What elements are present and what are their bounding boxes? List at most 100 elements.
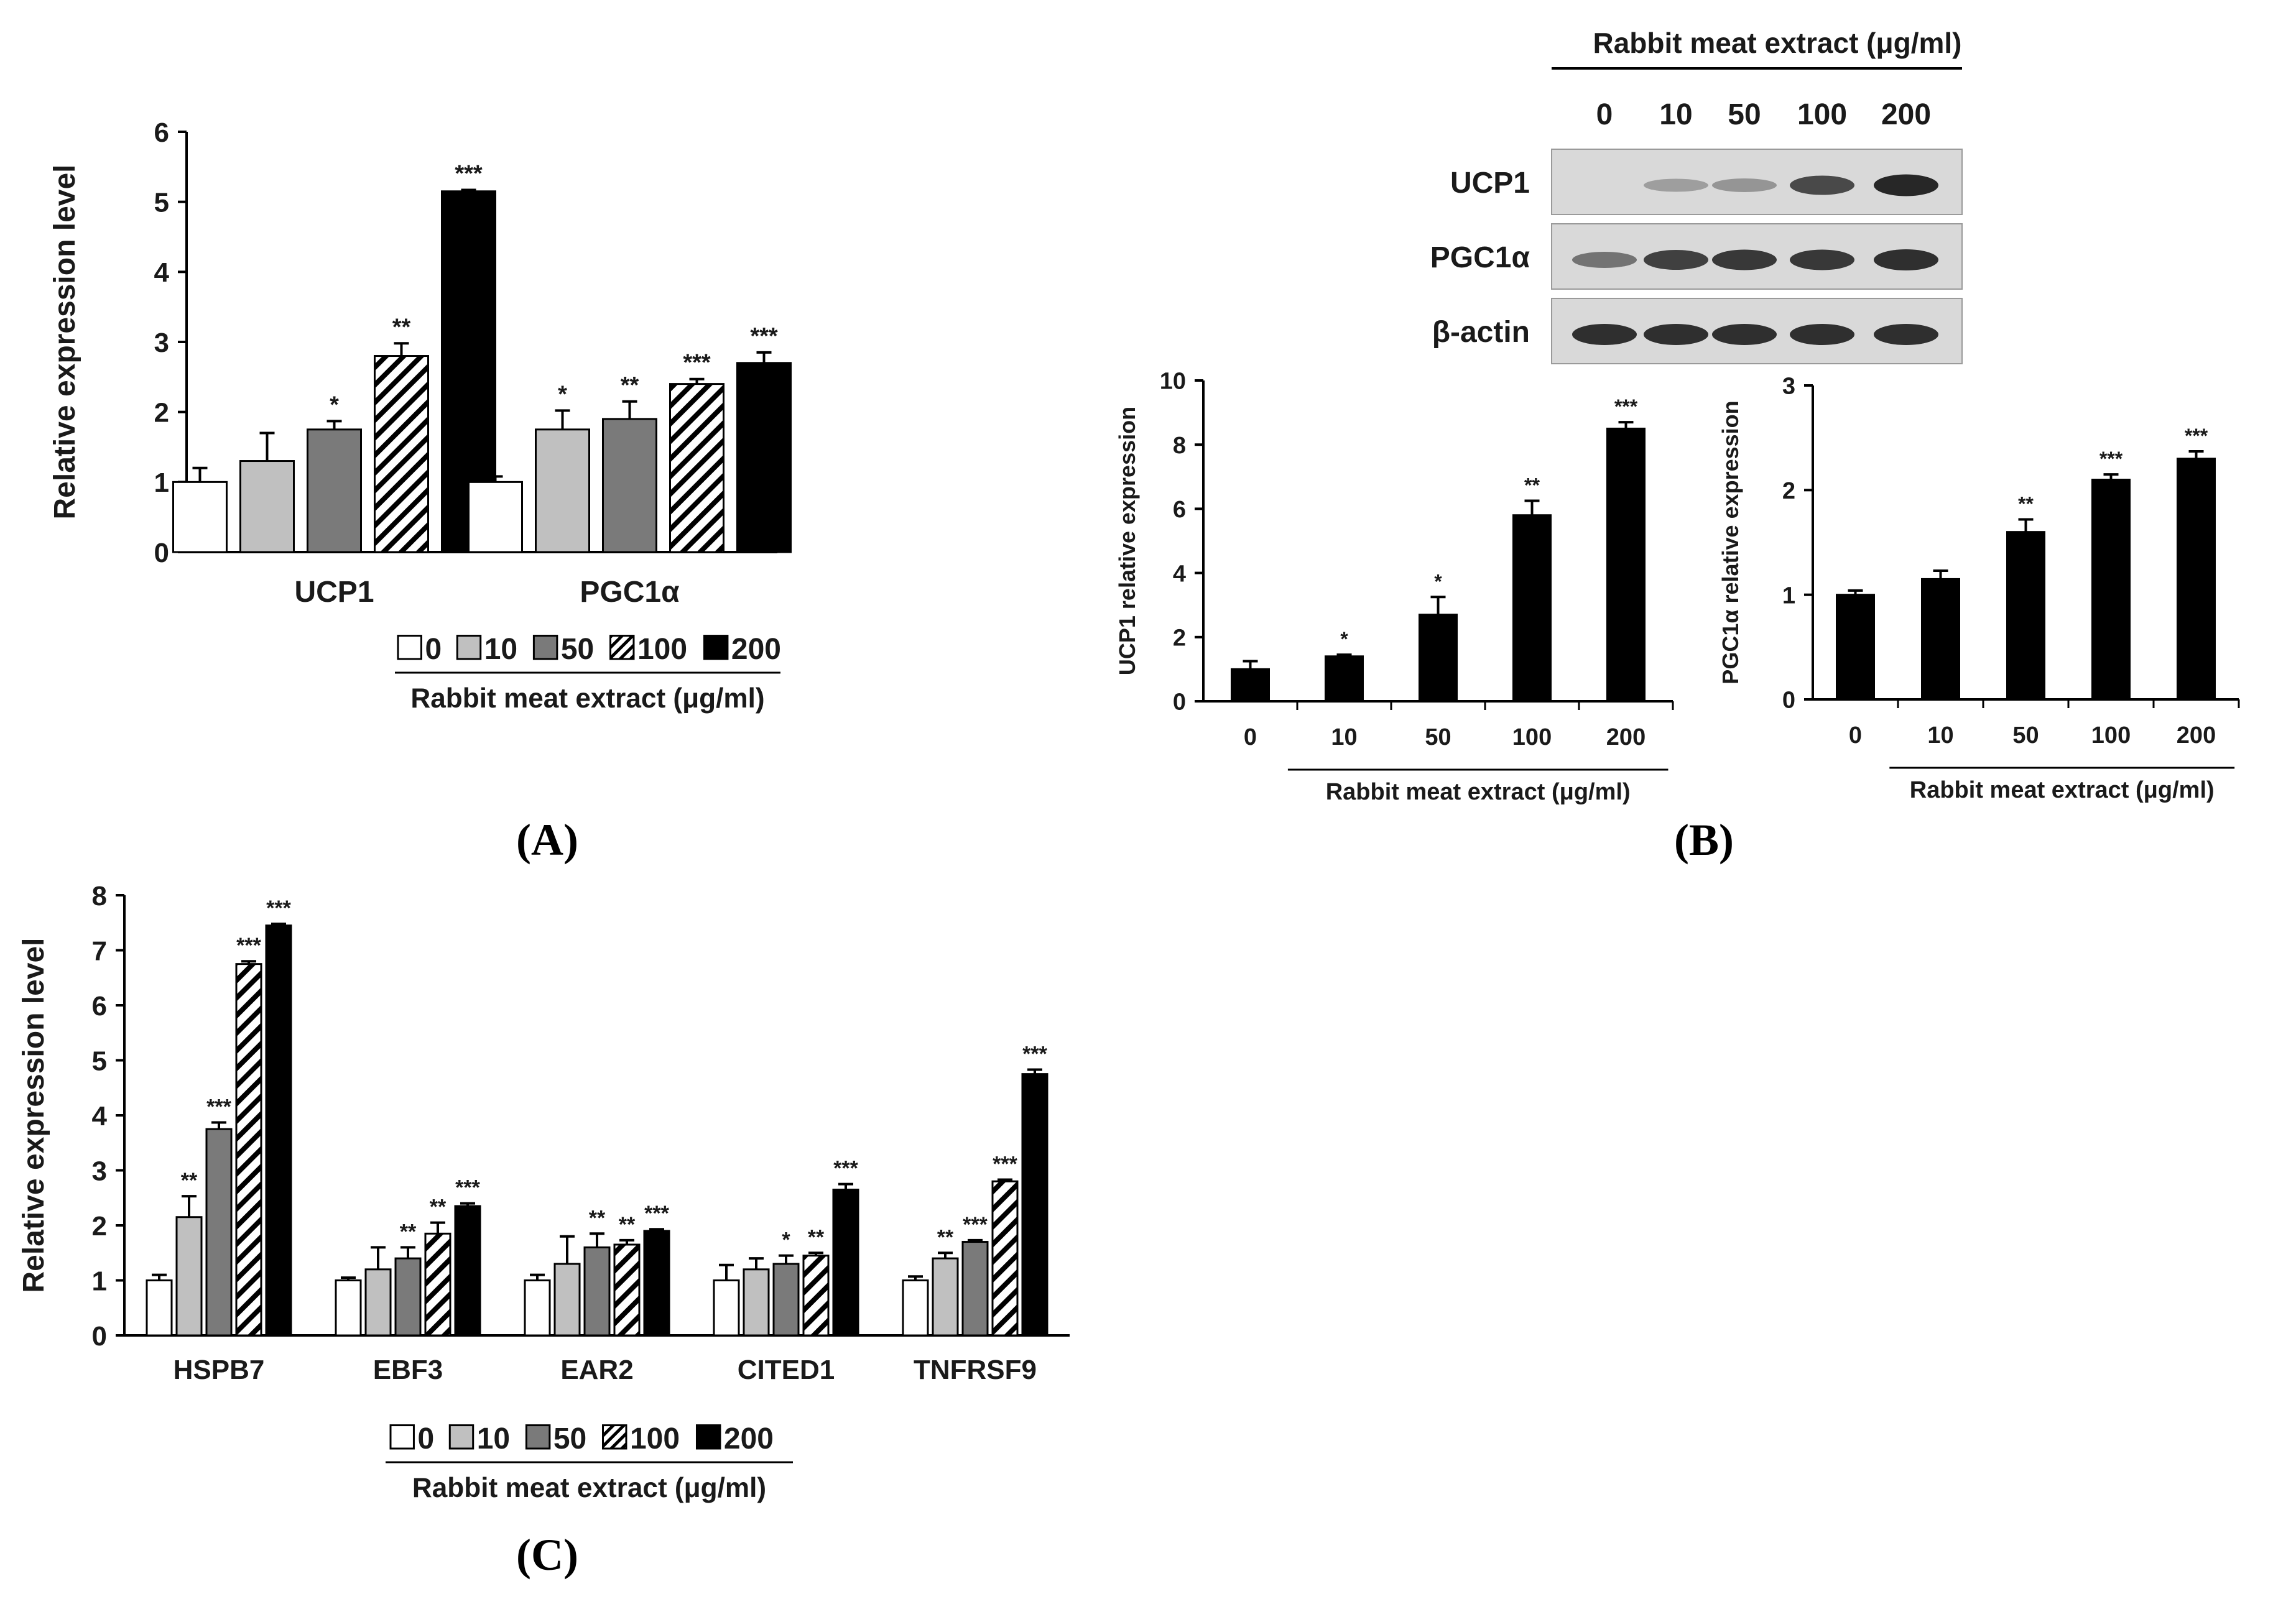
y-tick-label: 5	[154, 188, 169, 218]
significance-mark: **	[400, 1220, 417, 1243]
significance-mark: **	[1524, 474, 1540, 497]
legend-c: 0 10 50 100 200 Rabbit meat extract (μg/ml)	[386, 1422, 793, 1503]
significance-mark: *	[782, 1228, 790, 1252]
legend-swatch-10	[456, 635, 482, 660]
bar	[1921, 578, 1960, 701]
bar	[1231, 668, 1270, 703]
y-tick-label: 4	[92, 1101, 108, 1131]
legend-swatch-200	[703, 635, 729, 660]
blot-row-label: β-actin	[1432, 316, 1530, 349]
y-tick-label: 10	[1160, 369, 1186, 395]
blot-lane-label: 0	[1596, 98, 1613, 131]
y-tick-label: 3	[1782, 374, 1795, 400]
significance-mark: ***	[2099, 448, 2123, 470]
x-category-label: 50	[2012, 722, 2039, 749]
blot-band	[1712, 324, 1777, 345]
bar	[2006, 531, 2045, 701]
x-axis-label: Rabbit meat extract (μg/ml)	[1326, 779, 1631, 805]
bar	[1325, 655, 1364, 703]
blot-band	[1874, 249, 1938, 270]
bar	[1021, 1073, 1048, 1337]
bar	[175, 1216, 203, 1337]
bar	[265, 924, 292, 1337]
bar	[205, 1128, 233, 1337]
panel-label-c: (C)	[516, 1530, 578, 1580]
x-category-label: PGC1α	[580, 576, 680, 609]
significance-mark: **	[937, 1225, 954, 1249]
blot-lane-label: 100	[1797, 98, 1847, 131]
bar	[2177, 458, 2216, 701]
bar	[583, 1246, 611, 1337]
y-tick-label: 0	[154, 538, 169, 568]
x-category-label: 10	[1331, 724, 1357, 750]
y-tick-label: 4	[1173, 561, 1186, 587]
y-tick-label: 5	[92, 1046, 107, 1076]
bar	[1606, 427, 1646, 703]
bar	[454, 1205, 481, 1337]
legend-label-0: 0	[425, 633, 442, 666]
y-tick-label: 8	[1173, 433, 1186, 459]
bar	[307, 428, 362, 553]
legend-label-200: 200	[731, 633, 781, 666]
legend-swatch-200	[695, 1424, 721, 1450]
bar	[468, 481, 523, 553]
legend-swatch-100	[609, 635, 635, 660]
significance-mark: ***	[455, 161, 483, 187]
bar	[335, 1279, 362, 1337]
y-tick-label: 6	[1173, 497, 1186, 523]
bar	[364, 1268, 392, 1337]
blot-band	[1712, 178, 1777, 192]
blot-band	[1790, 175, 1854, 195]
legend-swatch-50	[532, 635, 558, 660]
legend-a: 0 10 50 100 200 Rabbit meat extract (μg/ml)	[395, 633, 781, 714]
significance-mark: ***	[1614, 395, 1638, 418]
legend-label-50: 50	[561, 633, 594, 666]
bar	[669, 383, 724, 553]
bar	[832, 1188, 859, 1337]
blot-band	[1874, 174, 1938, 196]
x-category-label: 0	[1244, 724, 1257, 750]
significance-mark: ***	[644, 1202, 669, 1225]
y-tick-label: 6	[154, 118, 169, 148]
y-tick-label: 7	[92, 936, 107, 966]
legend-label-100: 100	[630, 1422, 680, 1455]
bar	[643, 1230, 670, 1337]
y-axis-label: Relative expression level	[49, 165, 81, 520]
bar	[524, 1279, 551, 1337]
bar	[1512, 514, 1552, 703]
y-axis-label: Relative expression level	[17, 938, 50, 1293]
y-axis-label: PGC1α relative expression	[1718, 400, 1743, 684]
y-axis-label: UCP1 relative expression	[1114, 407, 1140, 675]
significance-mark: ***	[963, 1213, 988, 1237]
legend-swatch-50	[525, 1424, 551, 1450]
significance-mark: **	[619, 1213, 636, 1237]
x-category-label: EAR2	[560, 1355, 633, 1385]
x-category-label: 50	[1425, 724, 1451, 750]
y-tick-label: 0	[1782, 688, 1795, 714]
legend-label-10: 10	[477, 1422, 510, 1455]
y-tick-label: 2	[1782, 478, 1795, 504]
bar	[932, 1257, 959, 1337]
legend-label-200: 200	[724, 1422, 774, 1455]
significance-mark: **	[589, 1206, 606, 1230]
x-category-label: EBF3	[373, 1355, 443, 1385]
y-tick-label: 4	[154, 257, 170, 288]
legend-label-100: 100	[637, 633, 687, 666]
significance-mark: **	[430, 1196, 447, 1219]
y-tick-label: 0	[92, 1321, 107, 1352]
significance-mark: ***	[236, 934, 261, 957]
y-tick-label: 0	[1173, 689, 1186, 716]
x-category-label: UCP1	[294, 576, 374, 609]
legend-swatch-100	[602, 1424, 627, 1450]
y-tick-label: 1	[154, 468, 169, 498]
bar	[613, 1243, 641, 1337]
blot-band	[1712, 249, 1777, 270]
bar	[713, 1279, 740, 1337]
bar	[235, 963, 262, 1337]
bar	[146, 1279, 173, 1337]
bar	[743, 1268, 770, 1337]
blot-title: Rabbit meat extract (μg/ml)	[1593, 27, 1961, 59]
y-tick-label: 1	[92, 1266, 107, 1296]
legend-label-10: 10	[484, 633, 517, 666]
